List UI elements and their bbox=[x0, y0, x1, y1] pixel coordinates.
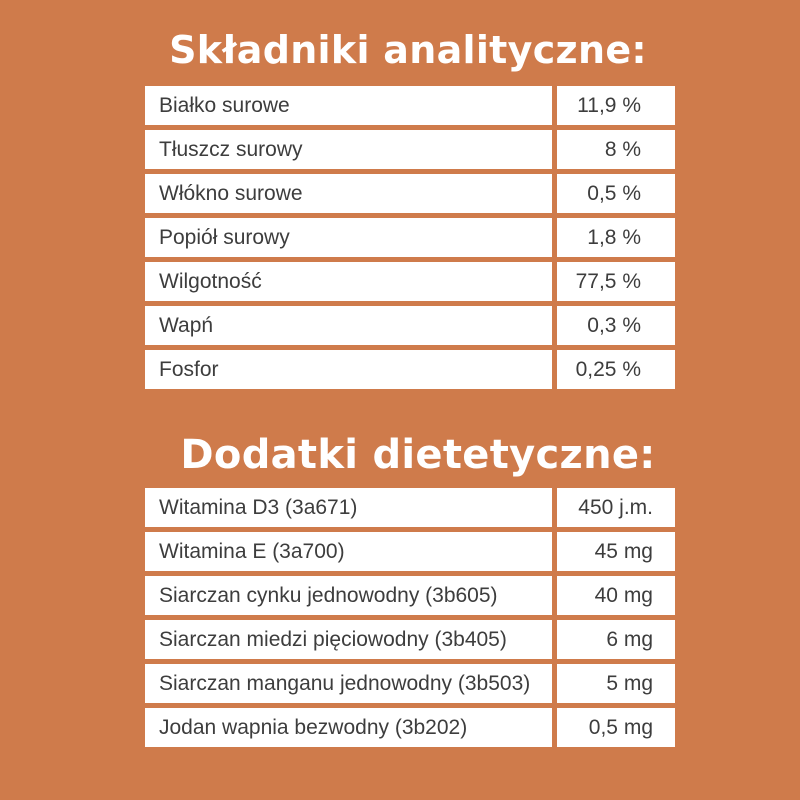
additive-name: Jodan wapnia bezwodny (3b202) bbox=[145, 708, 552, 747]
additive-value: 45 mg bbox=[557, 532, 675, 571]
ingredient-name: Białko surowe bbox=[145, 86, 552, 125]
table-row: Tłuszcz surowy 8 % bbox=[145, 130, 675, 169]
additive-value: 450 j.m. bbox=[557, 488, 675, 527]
table-row: Siarczan miedzi pięciowodny (3b405) 6 mg bbox=[145, 620, 675, 659]
table-row: Witamina D3 (3a671) 450 j.m. bbox=[145, 488, 675, 527]
ingredient-value: 11,9 % bbox=[557, 86, 675, 125]
analytic-section-title: Składniki analityczne: bbox=[169, 28, 647, 72]
ingredient-value: 8 % bbox=[557, 130, 675, 169]
analytic-table: Białko surowe 11,9 % Tłuszcz surowy 8 % … bbox=[145, 86, 675, 394]
ingredient-value: 0,3 % bbox=[557, 306, 675, 345]
additive-name: Witamina E (3a700) bbox=[145, 532, 552, 571]
ingredient-name: Fosfor bbox=[145, 350, 552, 389]
additive-value: 40 mg bbox=[557, 576, 675, 615]
ingredient-value: 1,8 % bbox=[557, 218, 675, 257]
table-row: Siarczan cynku jednowodny (3b605) 40 mg bbox=[145, 576, 675, 615]
additives-table: Witamina D3 (3a671) 450 j.m. Witamina E … bbox=[145, 488, 675, 752]
additive-name: Siarczan manganu jednowodny (3b503) bbox=[145, 664, 552, 703]
additive-value: 6 mg bbox=[557, 620, 675, 659]
ingredient-name: Tłuszcz surowy bbox=[145, 130, 552, 169]
ingredient-name: Włókno surowe bbox=[145, 174, 552, 213]
ingredient-value: 0,5 % bbox=[557, 174, 675, 213]
ingredient-value: 0,25 % bbox=[557, 350, 675, 389]
table-row: Wapń 0,3 % bbox=[145, 306, 675, 345]
additive-value: 0,5 mg bbox=[557, 708, 675, 747]
ingredient-name: Wilgotność bbox=[145, 262, 552, 301]
table-row: Włókno surowe 0,5 % bbox=[145, 174, 675, 213]
ingredient-name: Popiół surowy bbox=[145, 218, 552, 257]
additive-value: 5 mg bbox=[557, 664, 675, 703]
additive-name: Siarczan miedzi pięciowodny (3b405) bbox=[145, 620, 552, 659]
table-row: Witamina E (3a700) 45 mg bbox=[145, 532, 675, 571]
ingredient-value: 77,5 % bbox=[557, 262, 675, 301]
table-row: Wilgotność 77,5 % bbox=[145, 262, 675, 301]
additive-name: Witamina D3 (3a671) bbox=[145, 488, 552, 527]
table-row: Jodan wapnia bezwodny (3b202) 0,5 mg bbox=[145, 708, 675, 747]
additive-name: Siarczan cynku jednowodny (3b605) bbox=[145, 576, 552, 615]
table-row: Fosfor 0,25 % bbox=[145, 350, 675, 389]
ingredient-name: Wapń bbox=[145, 306, 552, 345]
table-row: Siarczan manganu jednowodny (3b503) 5 mg bbox=[145, 664, 675, 703]
additives-section-title: Dodatki dietetyczne: bbox=[180, 432, 656, 478]
table-row: Popiół surowy 1,8 % bbox=[145, 218, 675, 257]
table-row: Białko surowe 11,9 % bbox=[145, 86, 675, 125]
